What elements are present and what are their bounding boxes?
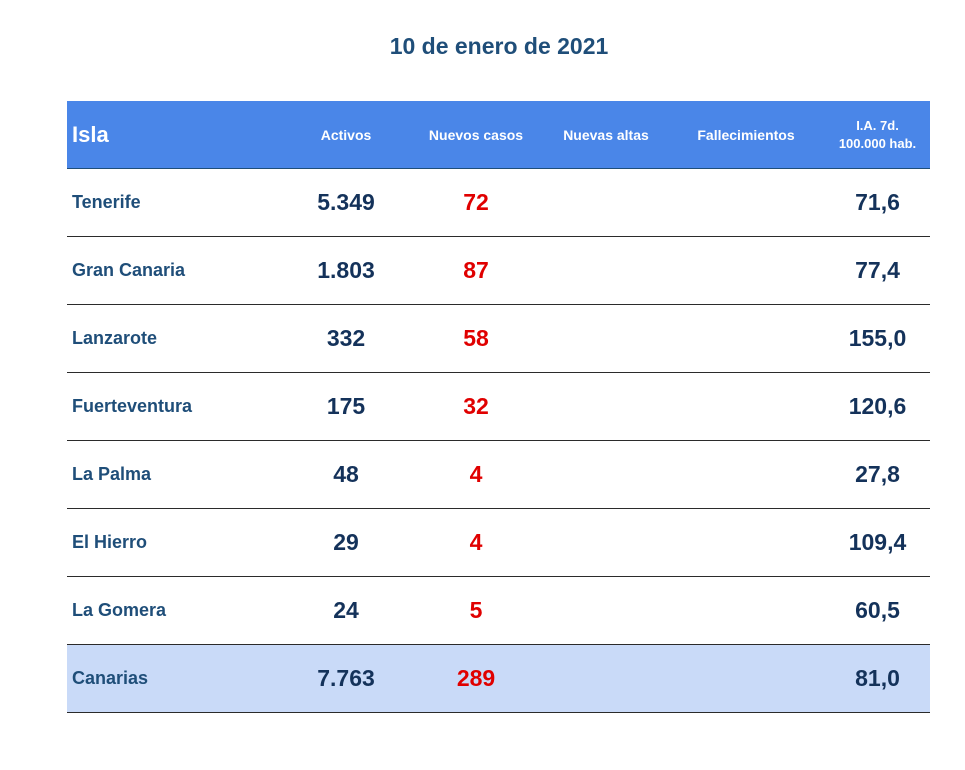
cell-activos: 48 [333, 461, 359, 487]
covid-table: Isla Activos Nuevos casos Nuevas altas F… [67, 101, 930, 713]
header-ia-line1: I.A. 7d. [856, 117, 899, 133]
cell-nuevos-casos: 58 [463, 325, 489, 351]
cell-activos: 332 [326, 325, 366, 351]
cell-nuevos-casos: 87 [463, 257, 489, 283]
cell-nuevos-casos-total: 289 [456, 665, 496, 691]
cell-ia-total: 81,0 [855, 665, 900, 691]
cell-isla: Gran Canaria [72, 260, 186, 280]
table-header: Isla Activos Nuevos casos Nuevas altas F… [67, 101, 930, 169]
table-row: Fuerteventura 175 32 120,6 [67, 373, 930, 441]
cell-nuevos-casos: 72 [463, 189, 489, 215]
cell-activos: 5.349 [317, 189, 375, 215]
cell-activos: 175 [326, 393, 366, 419]
cell-isla: Tenerife [72, 192, 141, 212]
cell-nuevos-casos: 4 [469, 529, 483, 555]
cell-ia: 120,6 [848, 393, 907, 419]
cell-activos: 1.803 [317, 257, 375, 283]
cell-isla: La Gomera [72, 600, 167, 620]
header-nuevas-altas: Nuevas altas [563, 126, 649, 143]
header-nuevos-casos: Nuevos casos [428, 126, 524, 143]
table-row: Tenerife 5.349 72 71,6 [67, 169, 930, 237]
table-row-total: Canarias 7.763 289 81,0 [67, 645, 930, 713]
cell-ia: 71,6 [855, 189, 900, 215]
table-row: Lanzarote 332 58 155,0 [67, 305, 930, 373]
cell-activos: 24 [333, 597, 359, 623]
table-row: La Palma 48 4 27,8 [67, 441, 930, 509]
cell-isla: La Palma [72, 464, 152, 484]
header-isla: Isla [72, 121, 109, 147]
cell-isla: Lanzarote [72, 328, 158, 348]
cell-nuevos-casos: 32 [463, 393, 489, 419]
cell-ia: 27,8 [855, 461, 900, 487]
cell-ia: 60,5 [855, 597, 900, 623]
cell-isla: El Hierro [72, 532, 148, 552]
cell-nuevos-casos: 4 [469, 461, 483, 487]
table-row: La Gomera 24 5 60,5 [67, 577, 930, 645]
header-ia-line2: 100.000 hab. [838, 135, 917, 151]
cell-activos: 29 [333, 529, 359, 555]
header-fallecimientos: Fallecimientos [697, 126, 795, 143]
cell-nuevos-casos: 5 [469, 597, 483, 623]
header-ia: I.A. 7d. 100.000 hab. [825, 117, 930, 153]
cell-isla: Fuerteventura [72, 396, 193, 416]
cell-ia: 109,4 [848, 529, 907, 555]
cell-isla-total: Canarias [72, 668, 149, 688]
header-activos: Activos [320, 126, 372, 143]
cell-ia: 155,0 [848, 325, 907, 351]
cell-activos-total: 7.763 [317, 665, 375, 691]
cell-ia: 77,4 [855, 257, 900, 283]
page-title: 10 de enero de 2021 [389, 33, 609, 59]
table-row: El Hierro 29 4 109,4 [67, 509, 930, 577]
table-row: Gran Canaria 1.803 87 77,4 [67, 237, 930, 305]
